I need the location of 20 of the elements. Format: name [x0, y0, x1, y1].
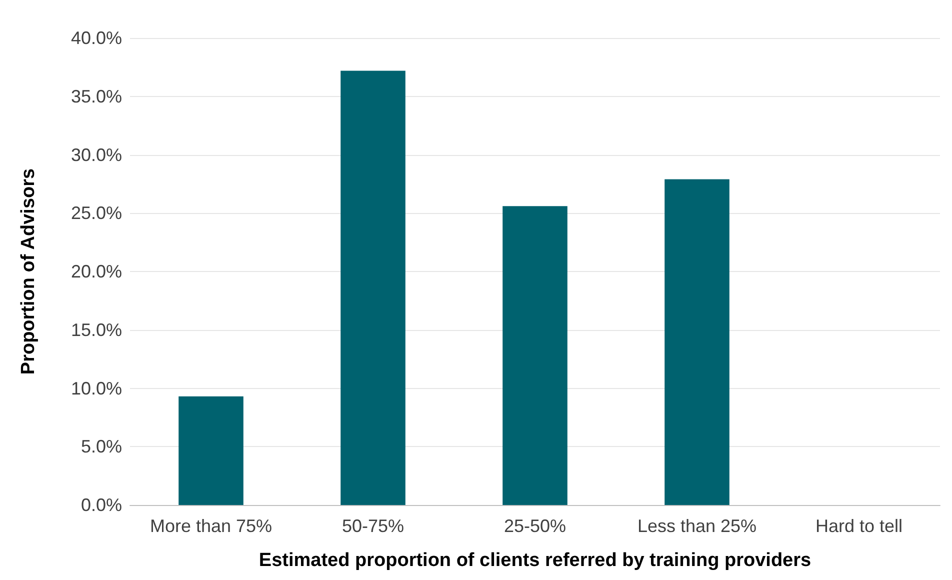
bar — [664, 179, 730, 505]
x-tick-label: Hard to tell — [815, 516, 903, 536]
bar — [340, 70, 406, 505]
x-axis-title: Estimated proportion of clients referred by training providers — [258, 550, 812, 571]
bar — [178, 396, 244, 505]
y-tick-label: 15.0% — [70, 320, 122, 340]
y-axis-title: Proportion of Advisors — [18, 168, 39, 375]
y-tick-label: 35.0% — [70, 86, 122, 106]
x-tick-label: Less than 25% — [637, 516, 757, 536]
bar — [502, 206, 568, 505]
y-tick-label: 0.0% — [80, 495, 122, 515]
y-tick-label: 10.0% — [70, 378, 122, 398]
y-tick-label: 40.0% — [70, 28, 122, 48]
y-tick-label: 30.0% — [70, 144, 122, 165]
x-tick-label: 25-50% — [504, 516, 566, 536]
x-tick-label: 50-75% — [342, 516, 404, 536]
y-tick-label: 25.0% — [70, 203, 122, 224]
y-tick-label: 20.0% — [70, 262, 122, 282]
x-tick-label: More than 75% — [150, 516, 272, 536]
y-tick-label: 5.0% — [80, 436, 122, 457]
